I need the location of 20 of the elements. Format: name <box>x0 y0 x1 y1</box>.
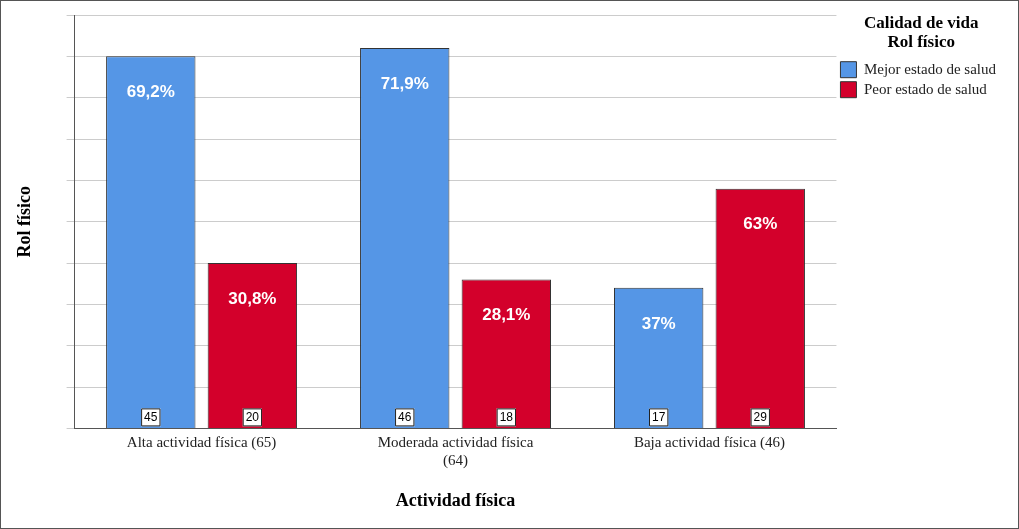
data-label: 46 <box>398 410 412 425</box>
x-tick-label: Moderada actividad física (64) <box>377 434 534 470</box>
legend-title: Calidad de vida Rol físico <box>864 12 979 51</box>
x-tick-label: Baja actividad física (46) <box>633 434 786 452</box>
annotation: 37% <box>641 313 676 333</box>
data-label: 18 <box>499 410 514 425</box>
data-label: 20 <box>245 410 260 425</box>
data-label: 17 <box>652 410 666 425</box>
annotation: 69,2% <box>126 82 175 102</box>
annotation: 28,1% <box>482 305 531 325</box>
x-axis-title: Actividad física <box>395 489 516 510</box>
annotation: 71,9% <box>380 73 429 93</box>
y-axis-title: Rol físico <box>14 185 35 258</box>
x-tick-label: Alta actividad física (65) <box>126 434 277 452</box>
data-label: 29 <box>753 410 768 425</box>
legend-label: Peor estado de salud <box>863 80 988 97</box>
annotation: 30,8% <box>228 288 277 308</box>
data-label: 45 <box>144 410 158 425</box>
annotation: 63% <box>743 214 778 234</box>
legend-label: Mejor estado de salud <box>863 60 997 77</box>
